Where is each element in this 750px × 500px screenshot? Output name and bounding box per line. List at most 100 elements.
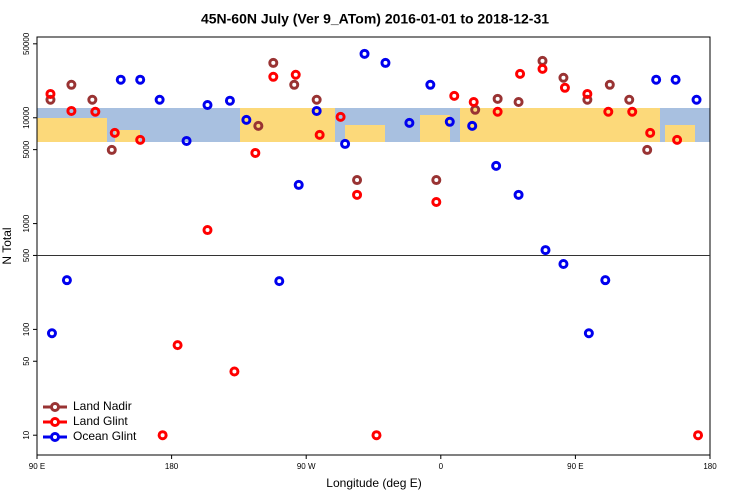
point	[290, 69, 301, 80]
chart-title: 45N-60N July (Ver 9_ATom) 2016-01-01 to …	[201, 11, 549, 27]
plot-frame	[36, 36, 711, 456]
legend-label: Land Glint	[73, 414, 128, 428]
point	[693, 430, 704, 441]
point	[582, 88, 593, 99]
legend-marker	[50, 432, 60, 442]
point	[642, 144, 653, 155]
point	[66, 79, 77, 90]
point	[311, 94, 322, 105]
land	[115, 130, 140, 142]
point	[492, 106, 503, 117]
point	[293, 179, 304, 190]
point	[491, 160, 502, 171]
point	[340, 138, 351, 149]
point	[45, 88, 56, 99]
point	[202, 100, 213, 111]
point	[314, 129, 325, 140]
point	[106, 144, 117, 155]
point	[335, 111, 346, 122]
point	[449, 90, 460, 101]
point	[135, 134, 146, 145]
land	[345, 125, 385, 142]
point	[651, 74, 662, 85]
point	[537, 63, 548, 74]
point	[583, 328, 594, 339]
y-tick-label: 50000	[22, 32, 31, 55]
y-tick-label: 100	[22, 322, 31, 336]
land	[420, 115, 450, 142]
x-tick-label: 90 E	[567, 462, 583, 471]
point	[431, 175, 442, 186]
point	[600, 275, 611, 286]
point	[359, 48, 370, 59]
point	[672, 134, 683, 145]
point	[87, 94, 98, 105]
point	[202, 225, 213, 236]
point	[624, 94, 635, 105]
point	[645, 127, 656, 138]
x-tick-label: 180	[703, 462, 717, 471]
x-tick-label: 180	[165, 462, 179, 471]
point	[380, 57, 391, 68]
legend-marker	[50, 417, 60, 427]
map-band	[37, 108, 710, 142]
point	[66, 105, 77, 116]
y-tick-label: 1000	[22, 214, 31, 232]
x-tick-label: 90 E	[29, 462, 45, 471]
point	[268, 71, 279, 82]
point	[404, 117, 415, 128]
point	[670, 74, 681, 85]
point	[253, 120, 264, 131]
point	[229, 366, 240, 377]
point	[268, 57, 279, 68]
point	[431, 196, 442, 207]
land	[37, 118, 107, 142]
point	[352, 189, 363, 200]
x-tick-label: 90 W	[297, 462, 316, 471]
point	[274, 276, 285, 287]
legend-marker	[50, 402, 60, 412]
land	[665, 125, 695, 142]
point	[311, 105, 322, 116]
point	[109, 127, 120, 138]
point	[61, 275, 72, 286]
x-axis-label: Longitude (deg E)	[326, 476, 421, 490]
point	[250, 147, 261, 158]
point	[90, 106, 101, 117]
point	[181, 135, 192, 146]
legend-label: Ocean Glint	[73, 429, 137, 443]
y-axis-label: N Total	[0, 227, 14, 264]
point	[468, 96, 479, 107]
point	[371, 430, 382, 441]
legend-label: Land Nadir	[73, 399, 132, 413]
point	[627, 106, 638, 117]
point	[513, 96, 524, 107]
point	[558, 259, 569, 270]
point	[157, 430, 168, 441]
y-tick-label: 10000	[22, 106, 31, 129]
point	[135, 74, 146, 85]
y-tick-label: 50	[22, 356, 31, 365]
point	[603, 106, 614, 117]
x-tick-label: 0	[439, 462, 444, 471]
point	[444, 116, 455, 127]
point	[115, 74, 126, 85]
point	[46, 328, 57, 339]
point	[241, 114, 252, 125]
point	[224, 95, 235, 106]
y-tick-label: 500	[22, 248, 31, 262]
point	[492, 93, 503, 104]
point	[691, 94, 702, 105]
point	[604, 79, 615, 90]
point	[154, 94, 165, 105]
point	[540, 245, 551, 256]
point	[289, 79, 300, 90]
point	[467, 120, 478, 131]
point	[537, 55, 548, 66]
point	[172, 340, 183, 351]
y-tick-label: 10	[22, 430, 31, 439]
y-tick-label: 5000	[22, 140, 31, 158]
point	[513, 189, 524, 200]
point	[558, 72, 569, 83]
